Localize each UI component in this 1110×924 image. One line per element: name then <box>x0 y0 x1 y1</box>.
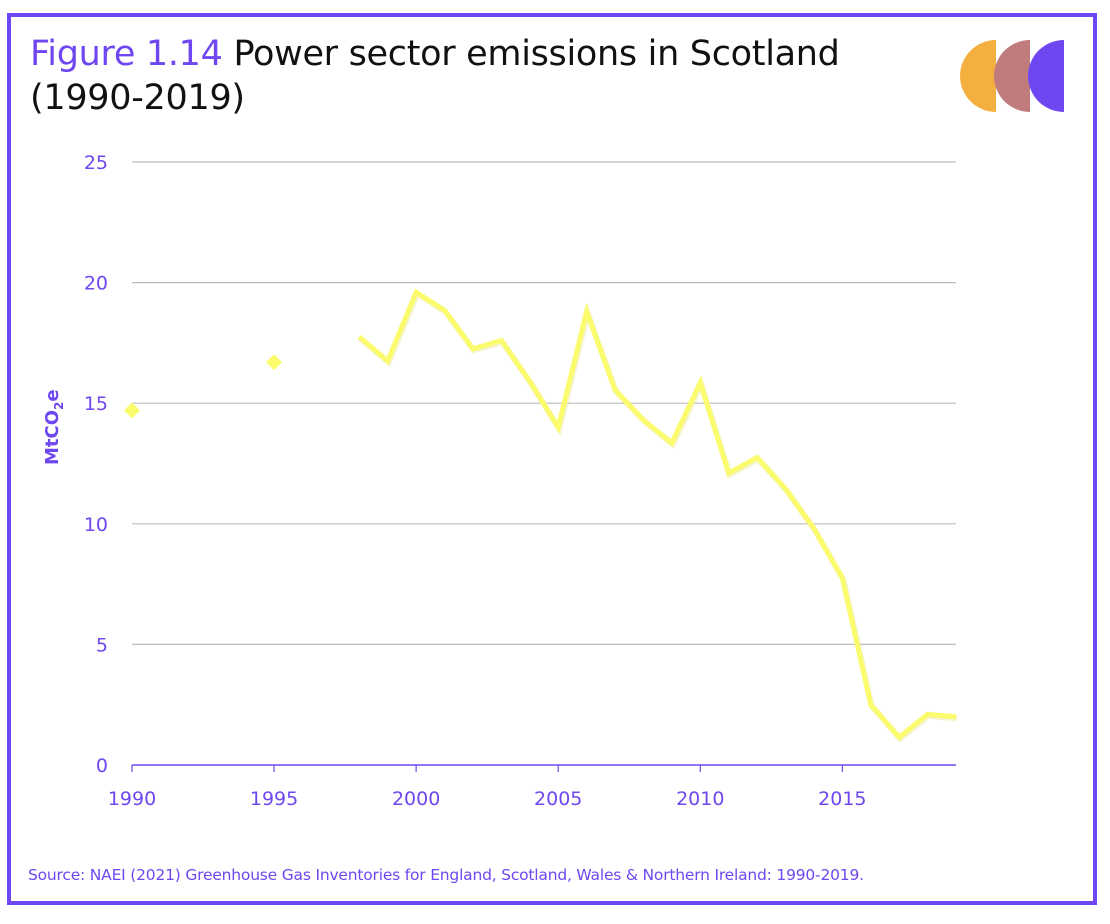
logo-half-circle-orange <box>960 40 996 112</box>
y-tick-label: 20 <box>84 273 108 295</box>
figure-frame <box>7 13 1097 905</box>
y-tick-label: 25 <box>84 152 108 174</box>
x-tick-label: 2015 <box>818 788 866 810</box>
source-note: Source: NAEI (2021) Greenhouse Gas Inven… <box>28 866 864 884</box>
y-tick-label: 15 <box>84 393 108 415</box>
y-tick-label: 10 <box>84 514 108 536</box>
y-tick-label: 0 <box>96 755 108 777</box>
data-point-marker <box>124 402 140 419</box>
x-axis-ticks: 1990 1995 2000 2005 2010 2015 <box>108 788 867 810</box>
y-tick-label: 5 <box>96 634 108 656</box>
series <box>124 288 958 743</box>
x-tick-label: 1990 <box>108 788 156 810</box>
y-axis-label: MtCO2e <box>42 389 66 465</box>
x-tick-label: 2005 <box>534 788 582 810</box>
series-line <box>357 288 957 741</box>
logo-half-circle-purple <box>1028 40 1064 112</box>
figure-title: Figure 1.14 Power sector emissions in Sc… <box>30 32 840 120</box>
series-line-shadow <box>358 289 958 743</box>
title-years: (1990-2019) <box>30 78 245 118</box>
logo-half-circle-rose <box>994 40 1030 112</box>
x-tick-label: 1995 <box>250 788 298 810</box>
data-point-marker <box>266 354 283 371</box>
title-text: Power sector emissions in Scotland <box>233 34 840 74</box>
logo-icon <box>960 40 1064 112</box>
x-axis <box>131 764 956 772</box>
figure-label: Figure 1.14 <box>30 34 223 74</box>
y-axis-ticks: 0 5 10 15 20 25 <box>84 152 108 777</box>
x-tick-label: 2000 <box>392 788 440 810</box>
x-tick-label: 2010 <box>676 788 724 810</box>
gridlines <box>132 161 956 646</box>
